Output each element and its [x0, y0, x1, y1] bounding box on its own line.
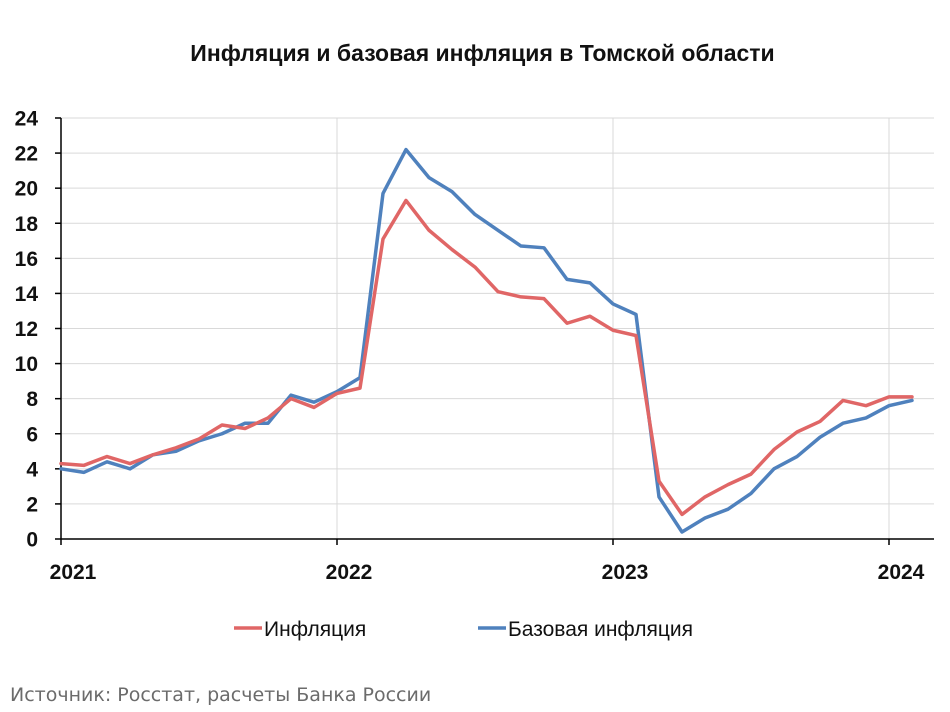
- x-tick-label: 2021: [50, 561, 97, 584]
- y-tick-label: 8: [26, 388, 38, 411]
- y-tick-label: 20: [15, 178, 38, 201]
- y-tick-label: 14: [15, 283, 39, 306]
- source-note: Источник: Росстат, расчеты Банка России: [10, 684, 432, 706]
- legend: Инфляция Базовая инфляция: [234, 618, 693, 641]
- axes: [55, 117, 934, 545]
- series-line-inflation: [59, 198, 914, 517]
- chart-title: Инфляция и базовая инфляция в Томской об…: [190, 40, 775, 66]
- y-tick-label: 6: [26, 423, 38, 446]
- x-tick-label: 2024: [878, 561, 925, 584]
- legend-label: Базовая инфляция: [508, 618, 693, 641]
- series-lines: [59, 147, 914, 534]
- gridlines: [61, 117, 934, 539]
- series-line-core-inflation: [59, 147, 914, 534]
- legend-label: Инфляция: [264, 618, 366, 641]
- y-tick-label: 4: [26, 458, 38, 481]
- y-tick-label: 2: [26, 493, 38, 516]
- x-tick-labels: 2021 2022 2023 2024: [50, 561, 925, 584]
- y-tick-label: 18: [15, 213, 39, 236]
- y-tick-label: 22: [15, 143, 38, 166]
- y-tick-label: 12: [15, 318, 38, 341]
- y-tick-label: 10: [15, 353, 38, 376]
- y-tick-label: 24: [15, 108, 39, 131]
- y-tick-label: 0: [26, 529, 38, 552]
- y-tick-label: 16: [15, 248, 38, 271]
- x-tick-label: 2022: [326, 561, 373, 584]
- x-tick-label: 2023: [602, 561, 649, 584]
